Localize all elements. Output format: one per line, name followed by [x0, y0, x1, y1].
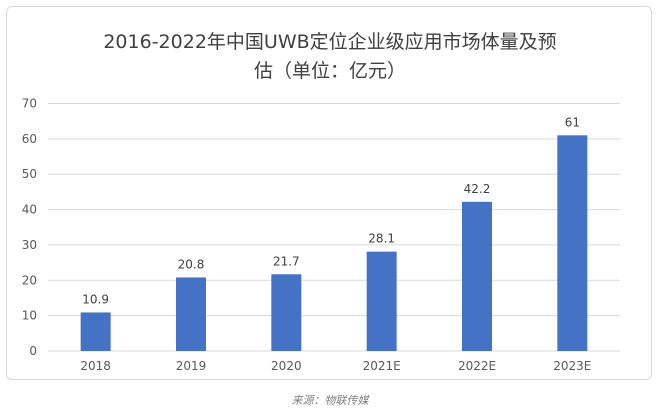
chart-title-line-2: 估（单位：亿元） [253, 60, 406, 82]
x-tick-label: 2019 [176, 359, 207, 373]
bar [176, 277, 206, 351]
bar [462, 201, 492, 351]
data-label: 61 [565, 115, 580, 129]
y-tick-label: 20 [22, 273, 37, 287]
chart-title: 2016-2022年中国UWB定位企业级应用市场体量及预 估（单位：亿元） [0, 28, 660, 86]
y-tick-label: 60 [22, 132, 37, 146]
bar [271, 274, 302, 351]
y-tick-label: 50 [22, 167, 37, 181]
data-label: 21.7 [273, 254, 300, 268]
y-tick-label: 40 [22, 203, 37, 217]
source-note: 来源：物联传媒 [291, 394, 369, 407]
chart-frame [6, 6, 652, 380]
y-tick-label: 70 [22, 97, 37, 111]
bar [366, 251, 397, 351]
chart-title-line-1: 2016-2022年中国UWB定位企业级应用市场体量及预 [103, 31, 557, 53]
y-tick-label: 30 [22, 238, 37, 252]
x-tick-label: 2023E [553, 359, 591, 373]
data-label: 20.8 [178, 257, 205, 271]
data-label: 28.1 [368, 232, 395, 246]
bar [80, 312, 111, 351]
x-tick-label: 2018 [80, 359, 111, 373]
data-label: 10.9 [82, 292, 109, 306]
x-tick-label: 2021E [363, 359, 401, 373]
y-tick-label: 10 [22, 309, 37, 323]
data-label: 42.2 [464, 182, 491, 196]
y-tick-label: 0 [29, 344, 37, 358]
x-tick-label: 2020 [271, 359, 302, 373]
bar [557, 135, 588, 351]
x-tick-label: 2022E [458, 359, 496, 373]
